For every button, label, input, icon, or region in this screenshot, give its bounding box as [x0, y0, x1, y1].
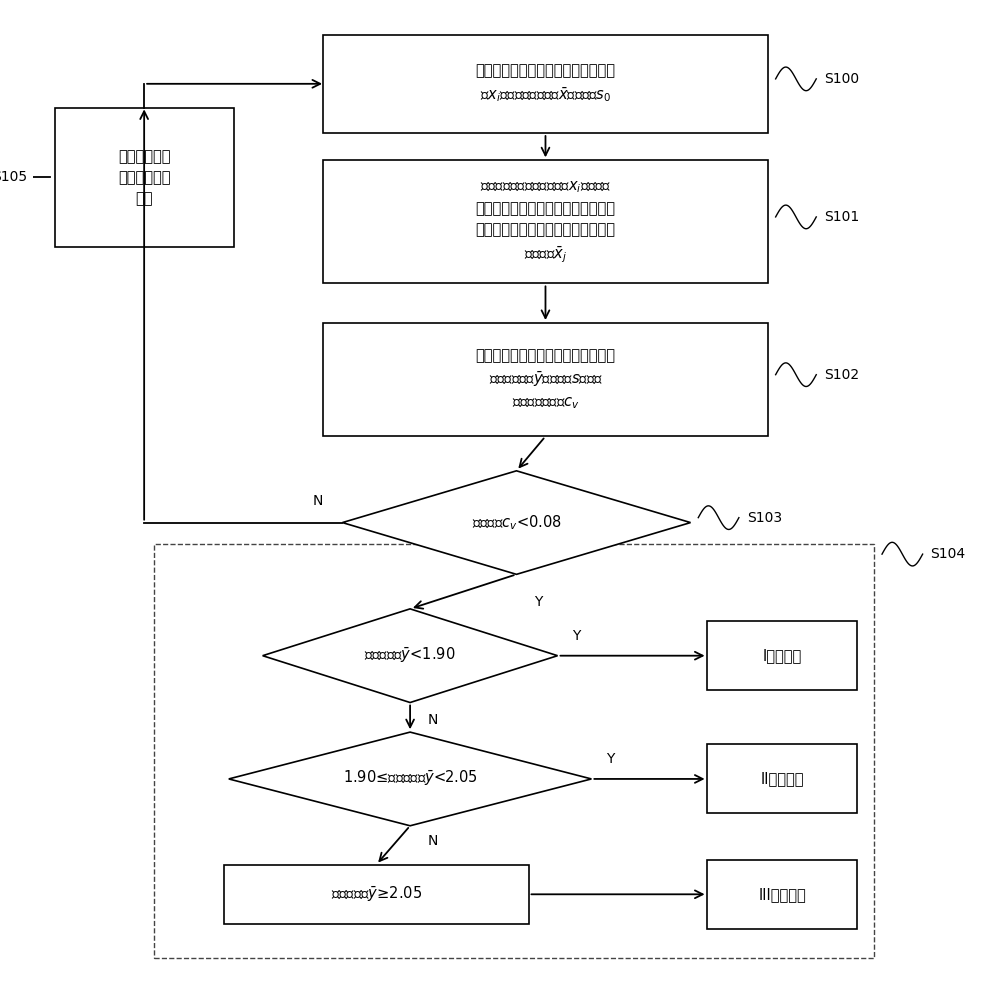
Bar [323, 323, 768, 436]
Text: III类红砂岩: III类红砂岩 [759, 886, 806, 902]
Polygon shape [229, 732, 591, 826]
Text: Y: Y [606, 752, 614, 766]
Text: 基于所有干密度代表值，计算出对应
的算术平均值$\bar{y}$和标准差$s$，以及
相应的变异系数$c_v$: 基于所有干密度代表值，计算出对应 的算术平均值$\bar{y}$和标准差$s$，… [475, 348, 615, 411]
Text: S100: S100 [824, 72, 859, 86]
Text: Y: Y [534, 595, 542, 609]
Bar [224, 865, 529, 924]
Text: 舍弃预设范围以外的测定值$x_i$，重新计
算算术平均值和标准差，以此类推，
计算得到拟建场地内所有钻孔的干密
度代表值$\bar{x}_j$: 舍弃预设范围以外的测定值$x_i$，重新计 算算术平均值和标准差，以此类推， 计… [475, 179, 615, 264]
Text: 1.90≤算术平均值$\bar{y}$<2.05: 1.90≤算术平均值$\bar{y}$<2.05 [343, 769, 477, 789]
Text: S104: S104 [930, 547, 965, 561]
Text: N: N [427, 713, 438, 728]
Text: 算术平均值$\bar{y}$<1.90: 算术平均值$\bar{y}$<1.90 [364, 646, 456, 666]
Text: 对场地内的红
砂岩进行重新
分区: 对场地内的红 砂岩进行重新 分区 [118, 149, 170, 206]
Polygon shape [342, 471, 691, 574]
Text: 算术平均值$\bar{y}$≥2.05: 算术平均值$\bar{y}$≥2.05 [331, 884, 422, 904]
Bar [707, 621, 857, 690]
Text: II类红砂岩: II类红砂岩 [761, 771, 804, 787]
Text: N: N [313, 494, 323, 508]
Bar [55, 108, 234, 246]
Bar [323, 35, 768, 133]
Text: 计算出拟建场地内单个钻孔所有测定
值$x_i$对应的算术平均值$\bar{x}$和标准差$s_0$: 计算出拟建场地内单个钻孔所有测定 值$x_i$对应的算术平均值$\bar{x}$… [475, 63, 615, 105]
Text: S101: S101 [824, 210, 859, 224]
Text: S102: S102 [824, 368, 859, 382]
Text: Y: Y [572, 629, 580, 643]
Text: S105: S105 [0, 171, 27, 184]
Bar [323, 161, 768, 284]
Text: N: N [427, 833, 438, 848]
Polygon shape [263, 609, 558, 702]
Text: S103: S103 [747, 511, 782, 525]
Text: 变异系数$c_v$<0.08: 变异系数$c_v$<0.08 [472, 514, 561, 531]
Bar [154, 544, 874, 958]
Text: I类红砂岩: I类红砂岩 [763, 648, 802, 664]
Bar [707, 860, 857, 929]
Bar [707, 744, 857, 813]
